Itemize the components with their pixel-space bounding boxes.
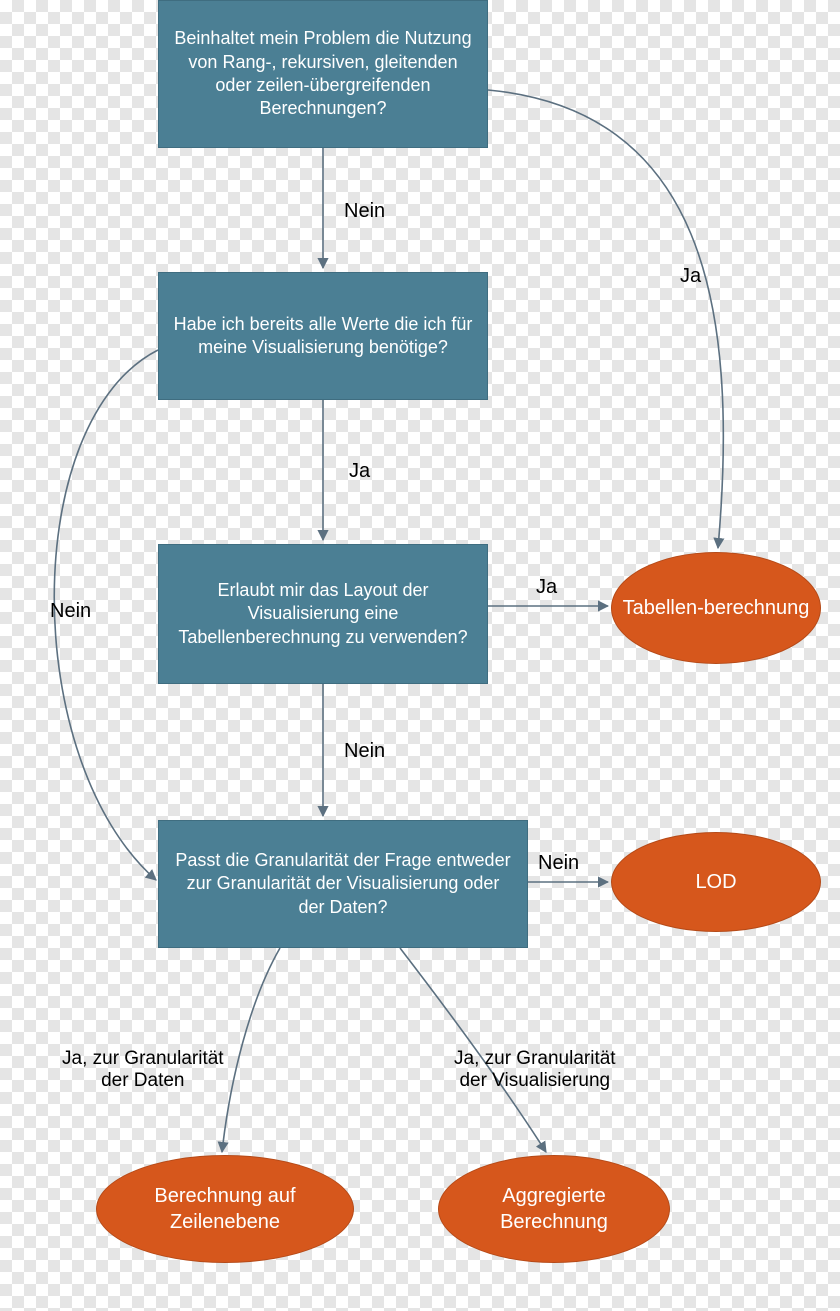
edge-e_q1_rt [488,90,723,548]
node-text: Berechnung auf Zeilenebene [107,1183,343,1235]
edge-label-q1-ja: Ja [680,265,701,288]
result-node-aggregiert: Aggregierte Berechnung [438,1155,670,1263]
decision-node-q3: Erlaubt mir das Layout der Visualisierun… [158,544,488,684]
node-text: Tabellen-berechnung [623,595,810,621]
edge-label-q2-ja: Ja [349,460,370,483]
node-text: Beinhaltet mein Problem die Nutzung von … [173,27,473,121]
edge-label-q3-nein: Nein [344,740,385,763]
node-text: LOD [695,869,736,895]
result-node-zeilenebene: Berechnung auf Zeilenebene [96,1155,354,1263]
edge-label-q2-nein: Nein [50,600,91,623]
edge-e_q4_row [222,948,280,1152]
result-node-lod: LOD [611,832,821,932]
edge-label-q4-nein: Nein [538,852,579,875]
node-text: Passt die Granularität der Frage entwede… [173,849,513,919]
decision-node-q4: Passt die Granularität der Frage entwede… [158,820,528,948]
edge-label-q4-ja-vis: Ja, zur Granularität der Visualisierung [454,1048,616,1092]
decision-node-q2: Habe ich bereits alle Werte die ich für … [158,272,488,400]
node-text: Erlaubt mir das Layout der Visualisierun… [173,579,473,649]
result-node-tabellenberechnung: Tabellen-berechnung [611,552,821,664]
node-text: Habe ich bereits alle Werte die ich für … [173,313,473,360]
edge-label-q1-nein: Nein [344,200,385,223]
flowchart-canvas: Beinhaltet mein Problem die Nutzung von … [0,0,840,1311]
node-text: Aggregierte Berechnung [449,1183,659,1235]
decision-node-q1: Beinhaltet mein Problem die Nutzung von … [158,0,488,148]
edge-label-q3-ja: Ja [536,576,557,599]
edge-label-q4-ja-daten: Ja, zur Granularität der Daten [62,1048,224,1092]
